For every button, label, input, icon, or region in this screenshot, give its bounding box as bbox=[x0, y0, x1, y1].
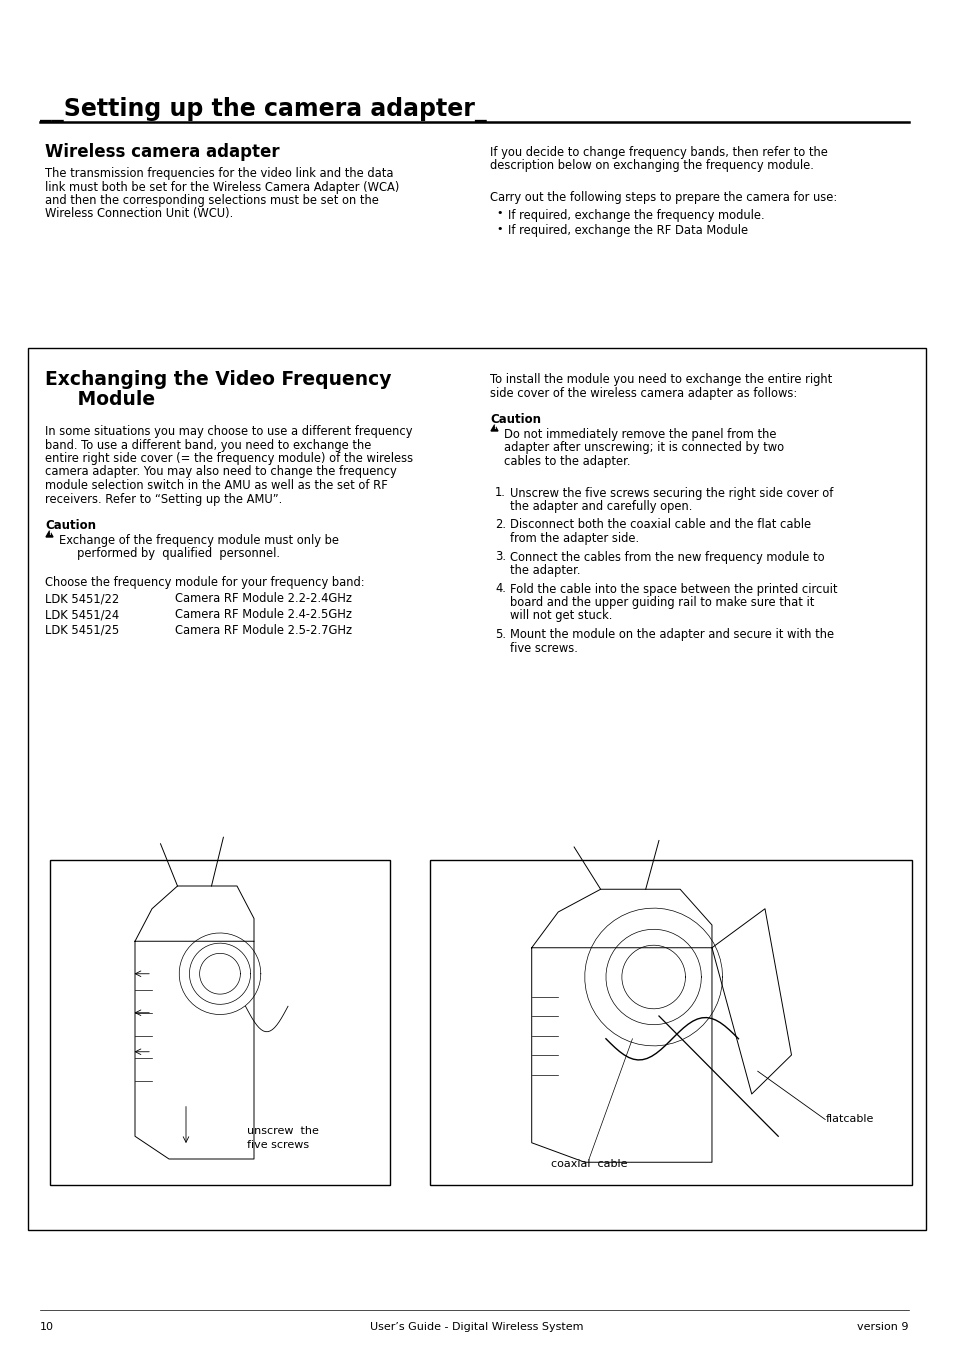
Text: Caution: Caution bbox=[45, 519, 96, 532]
Text: If required, exchange the frequency module.: If required, exchange the frequency modu… bbox=[507, 208, 763, 222]
Text: Wireless camera adapter: Wireless camera adapter bbox=[45, 143, 279, 161]
Text: Carry out the following steps to prepare the camera for use:: Carry out the following steps to prepare… bbox=[490, 190, 837, 204]
Text: Caution: Caution bbox=[490, 413, 540, 426]
Text: 1.: 1. bbox=[495, 486, 505, 500]
Text: Exchanging the Video Frequency: Exchanging the Video Frequency bbox=[45, 370, 391, 389]
Text: __Setting up the camera adapter_: __Setting up the camera adapter_ bbox=[40, 97, 486, 122]
Text: !: ! bbox=[493, 426, 496, 430]
Text: If you decide to change frequency bands, then refer to the: If you decide to change frequency bands,… bbox=[490, 146, 827, 159]
Text: User’s Guide - Digital Wireless System: User’s Guide - Digital Wireless System bbox=[370, 1323, 583, 1332]
Text: flatcable: flatcable bbox=[824, 1113, 873, 1124]
Text: Camera RF Module 2.4-2.5GHz: Camera RF Module 2.4-2.5GHz bbox=[174, 608, 352, 621]
Text: 10: 10 bbox=[40, 1323, 54, 1332]
Text: board and the upper guiding rail to make sure that it: board and the upper guiding rail to make… bbox=[510, 596, 814, 609]
Polygon shape bbox=[491, 426, 497, 431]
Text: will not get stuck.: will not get stuck. bbox=[510, 609, 612, 623]
Text: To install the module you need to exchange the entire right: To install the module you need to exchan… bbox=[490, 373, 831, 386]
Text: 3.: 3. bbox=[495, 550, 505, 563]
Text: Camera RF Module 2.5-2.7GHz: Camera RF Module 2.5-2.7GHz bbox=[174, 624, 352, 636]
Text: Unscrew the five screws securing the right side cover of: Unscrew the five screws securing the rig… bbox=[510, 486, 833, 500]
Text: Exchange of the frequency module must only be: Exchange of the frequency module must on… bbox=[59, 534, 338, 547]
Text: LDK 5451/22: LDK 5451/22 bbox=[45, 593, 119, 605]
Text: five screws.: five screws. bbox=[510, 642, 578, 654]
Text: Fold the cable into the space between the printed circuit: Fold the cable into the space between th… bbox=[510, 582, 837, 596]
Bar bbox=[28, 349, 925, 1229]
Text: If required, exchange the RF Data Module: If required, exchange the RF Data Module bbox=[507, 224, 747, 236]
Polygon shape bbox=[46, 531, 53, 536]
Bar bbox=[50, 861, 390, 1185]
Text: version 9: version 9 bbox=[857, 1323, 908, 1332]
Text: receivers. Refer to “Setting up the AMU”.: receivers. Refer to “Setting up the AMU”… bbox=[45, 493, 282, 505]
Text: side cover of the wireless camera adapter as follows:: side cover of the wireless camera adapte… bbox=[490, 386, 797, 400]
Text: 2.: 2. bbox=[495, 519, 505, 531]
Bar bbox=[430, 861, 911, 1185]
Text: Module: Module bbox=[45, 390, 155, 409]
Text: Wireless Connection Unit (WCU).: Wireless Connection Unit (WCU). bbox=[45, 208, 233, 220]
Text: the adapter and carefully open.: the adapter and carefully open. bbox=[510, 500, 692, 513]
Text: the adapter.: the adapter. bbox=[510, 563, 579, 577]
Text: •: • bbox=[496, 208, 502, 219]
Text: module selection switch in the AMU as well as the set of RF: module selection switch in the AMU as we… bbox=[45, 480, 388, 492]
Text: entire right side cover (= the frequency module) of the wireless: entire right side cover (= the frequency… bbox=[45, 453, 413, 465]
Text: five screws: five screws bbox=[247, 1139, 309, 1150]
Text: from the adapter side.: from the adapter side. bbox=[510, 532, 639, 544]
Text: LDK 5451/25: LDK 5451/25 bbox=[45, 624, 119, 636]
Text: cables to the adapter.: cables to the adapter. bbox=[503, 455, 630, 467]
Text: link must both be set for the Wireless Camera Adapter (WCA): link must both be set for the Wireless C… bbox=[45, 181, 399, 193]
Text: description below on exchanging the frequency module.: description below on exchanging the freq… bbox=[490, 159, 813, 173]
Text: band. To use a different band, you need to exchange the: band. To use a different band, you need … bbox=[45, 439, 371, 451]
Text: unscrew  the: unscrew the bbox=[247, 1127, 318, 1136]
Text: LDK 5451/24: LDK 5451/24 bbox=[45, 608, 119, 621]
Text: performed by  qualified  personnel.: performed by qualified personnel. bbox=[59, 547, 280, 561]
Text: coaxial  cable: coaxial cable bbox=[550, 1159, 627, 1169]
Text: Mount the module on the adapter and secure it with the: Mount the module on the adapter and secu… bbox=[510, 628, 833, 640]
Text: and then the corresponding selections must be set on the: and then the corresponding selections mu… bbox=[45, 195, 378, 207]
Text: adapter after unscrewing; it is connected by two: adapter after unscrewing; it is connecte… bbox=[503, 442, 783, 454]
Text: 4.: 4. bbox=[495, 582, 505, 596]
Text: Camera RF Module 2.2-2.4GHz: Camera RF Module 2.2-2.4GHz bbox=[174, 593, 352, 605]
Text: Connect the cables from the new frequency module to: Connect the cables from the new frequenc… bbox=[510, 550, 823, 563]
Text: Do not immediately remove the panel from the: Do not immediately remove the panel from… bbox=[503, 428, 776, 440]
Text: The transmission frequencies for the video link and the data: The transmission frequencies for the vid… bbox=[45, 168, 393, 180]
Text: 5.: 5. bbox=[495, 628, 505, 640]
Text: !: ! bbox=[48, 531, 51, 536]
Text: Choose the frequency module for your frequency band:: Choose the frequency module for your fre… bbox=[45, 576, 364, 589]
Text: camera adapter. You may also need to change the frequency: camera adapter. You may also need to cha… bbox=[45, 466, 396, 478]
Text: •: • bbox=[496, 224, 502, 234]
Text: In some situations you may choose to use a different frequency: In some situations you may choose to use… bbox=[45, 426, 412, 438]
Text: Disconnect both the coaxial cable and the flat cable: Disconnect both the coaxial cable and th… bbox=[510, 519, 810, 531]
